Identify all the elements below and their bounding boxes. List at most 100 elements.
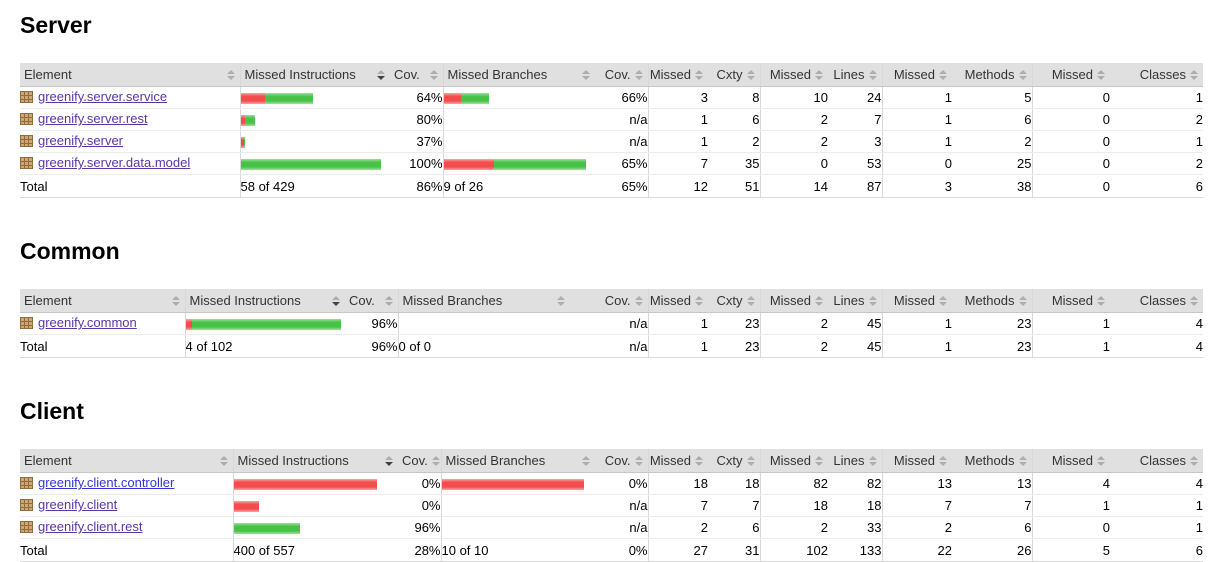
sort-icon (1018, 69, 1027, 80)
element-cell: greenify.client.controller (20, 472, 233, 495)
sort-up-arrow (1190, 69, 1198, 74)
total-missed-lines-cell: 2 (759, 334, 828, 358)
col-header-cov[interactable]: Cov. (570, 289, 648, 313)
col-header-label: Lines (833, 453, 865, 468)
total-instr-text-cell: 400 of 557 (232, 538, 398, 562)
col-header-element[interactable]: Element (20, 449, 233, 473)
missed-bar-segment (241, 93, 265, 105)
col-header-cov[interactable]: Cov. (345, 289, 398, 313)
col-header-cxty[interactable]: Cxty (708, 289, 760, 313)
lines-cell: 7 (828, 108, 882, 131)
col-header-missed[interactable]: Missed (759, 63, 828, 87)
col-header-missed[interactable]: Missed (881, 63, 952, 87)
missed-instructions-cell (232, 516, 398, 539)
cxty-cell: 23 (708, 312, 760, 335)
sort-up-arrow (332, 295, 340, 300)
sort-up-arrow (377, 69, 385, 74)
total-instr-cov-cell: 96% (345, 334, 398, 358)
col-header-cxty[interactable]: Cxty (708, 449, 760, 473)
col-header-missed-instructions[interactable]: Missed Instructions (232, 449, 398, 473)
sort-up-arrow (815, 69, 823, 74)
package-link[interactable]: greenify.server.rest (38, 111, 148, 126)
col-header-missed[interactable]: Missed (647, 63, 708, 87)
package-link[interactable]: greenify.client.controller (38, 475, 175, 490)
package-link[interactable]: greenify.server.data.model (38, 155, 191, 170)
col-header-content: Missed Branches (444, 63, 596, 86)
col-header-lines[interactable]: Lines (828, 63, 882, 87)
col-header-element[interactable]: Element (20, 289, 185, 313)
col-header-missed-branches[interactable]: Missed Branches (397, 289, 570, 313)
col-header-methods[interactable]: Methods (952, 289, 1032, 313)
missed-branches-cell (442, 130, 595, 153)
sort-icon (1097, 69, 1105, 80)
col-header-content: Missed Instructions (241, 63, 391, 86)
col-header-content: Cxty (708, 289, 760, 312)
col-header-lines[interactable]: Lines (828, 449, 882, 473)
sort-up-arrow (634, 295, 643, 300)
package-link[interactable]: greenify.client (38, 497, 118, 512)
col-header-missed[interactable]: Missed (881, 289, 952, 313)
missed-methods-cell: 13 (881, 472, 952, 495)
col-header-missed[interactable]: Missed (1031, 63, 1110, 87)
table-row: greenify.client 0% n/a 7 7 18 18 7 7 1 1 (20, 494, 1203, 517)
col-header-missed[interactable]: Missed (647, 449, 708, 473)
col-header-methods[interactable]: Methods (952, 63, 1032, 87)
package-link[interactable]: greenify.server (38, 133, 124, 148)
sort-down-arrow (1097, 75, 1105, 80)
missed-bar-segment (241, 115, 245, 127)
col-header-element[interactable]: Element (20, 63, 240, 87)
col-header-cov[interactable]: Cov. (390, 63, 443, 87)
total-label-cell: Total (20, 334, 185, 358)
sort-icon (377, 69, 385, 80)
sort-down-arrow (377, 75, 385, 80)
missed-instructions-cell (239, 152, 390, 175)
col-header-cov[interactable]: Cov. (595, 63, 648, 87)
col-header-cxty[interactable]: Cxty (708, 63, 760, 87)
col-header-label: Missed (649, 67, 691, 82)
classes-cell: 1 (1110, 86, 1203, 109)
col-header-missed-instructions[interactable]: Missed Instructions (239, 63, 391, 87)
col-header-missed[interactable]: Missed (647, 289, 708, 313)
col-header-content: Missed Branches (442, 449, 596, 472)
col-header-content: Lines (828, 289, 882, 312)
sort-down-arrow (695, 301, 703, 306)
col-header-cov[interactable]: Cov. (595, 449, 648, 473)
col-header-cov[interactable]: Cov. (398, 449, 441, 473)
total-row: Total 4 of 102 96% 0 of 0 n/a 1 23 2 45 1 23 1 4 (20, 334, 1203, 358)
package-icon (20, 134, 33, 150)
missed-lines-cell: 18 (759, 494, 828, 517)
col-header-missed-branches[interactable]: Missed Branches (442, 63, 596, 87)
col-header-methods[interactable]: Methods (952, 449, 1032, 473)
cxty-cell: 35 (708, 152, 760, 175)
col-header-label: Missed Branches (402, 293, 503, 308)
sort-icon (1097, 455, 1105, 466)
col-header-missed[interactable]: Missed (881, 449, 952, 473)
cxty-cell: 8 (708, 86, 760, 109)
cxty-cell: 7 (708, 494, 760, 517)
col-header-missed-branches[interactable]: Missed Branches (440, 449, 596, 473)
col-header-missed[interactable]: Missed (759, 289, 828, 313)
sort-icon (939, 295, 947, 306)
col-header-lines[interactable]: Lines (828, 289, 882, 313)
col-header-missed[interactable]: Missed (1031, 449, 1110, 473)
col-header-classes[interactable]: Classes (1110, 449, 1203, 473)
total-methods-cell: 23 (952, 334, 1032, 358)
col-header-missed[interactable]: Missed (1031, 289, 1110, 313)
col-header-label: Lines (833, 67, 865, 82)
col-header-label: Missed (893, 453, 935, 468)
package-link[interactable]: greenify.client.rest (38, 519, 143, 534)
col-header-classes[interactable]: Classes (1110, 289, 1203, 313)
col-header-missed-instructions[interactable]: Missed Instructions (184, 289, 345, 313)
col-header-classes[interactable]: Classes (1110, 63, 1203, 87)
missed-branches-bar (442, 479, 584, 491)
col-header-missed[interactable]: Missed (759, 449, 828, 473)
col-header-label: Methods (964, 67, 1015, 82)
lines-cell: 53 (828, 152, 882, 175)
sort-icon (746, 69, 755, 80)
package-link[interactable]: greenify.common (38, 315, 137, 330)
element-cell: greenify.server.data.model (20, 152, 240, 175)
total-missed-lines-cell: 102 (759, 538, 828, 562)
sort-up-arrow (695, 295, 703, 300)
missed-classes-cell: 0 (1031, 152, 1110, 175)
package-link[interactable]: greenify.server.service (38, 89, 168, 104)
